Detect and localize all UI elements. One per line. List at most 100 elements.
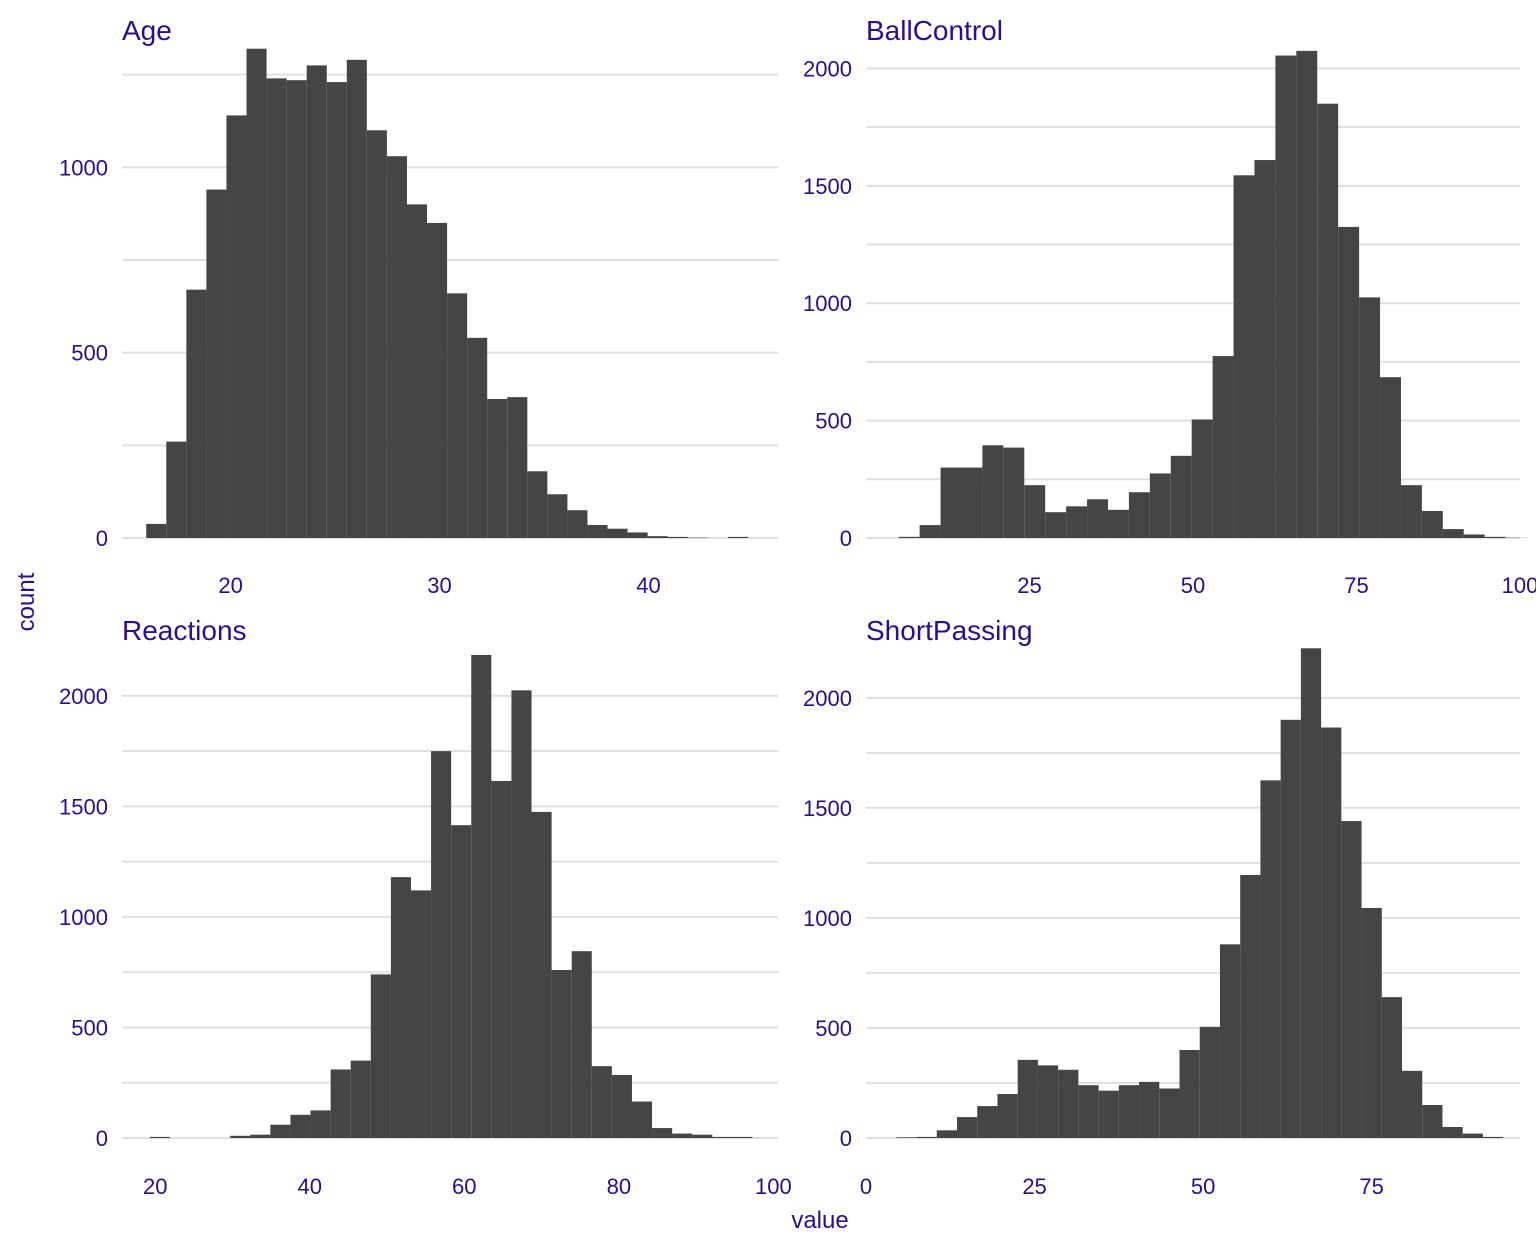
histogram-bar [507,397,528,538]
histogram-bar [997,1093,1018,1138]
histogram-bars [896,648,1504,1138]
histogram-bar [607,528,628,538]
x-tick-label: 40 [298,1174,322,1199]
histogram-bar [1421,511,1443,538]
histogram-bar [1219,944,1241,1138]
histogram-bar [1003,447,1025,538]
x-tick-label: 25 [1017,573,1041,598]
x-tick-label: 30 [427,573,451,598]
histogram-bar [166,441,187,538]
histogram-bar [1280,719,1301,1138]
histogram-bar [226,115,247,539]
histogram-bar [290,1114,311,1138]
histogram-bar [631,1101,653,1138]
histogram-bar [611,1074,632,1138]
x-tick-label: 80 [607,1174,631,1199]
histogram-bar [667,536,688,538]
facet-title: ShortPassing [866,615,1033,646]
histogram-bar [306,65,327,538]
y-tick-label: 500 [71,1015,108,1040]
x-tick-label: 25 [1022,1174,1046,1199]
histogram-bar [957,1117,978,1138]
y-tick-labels: 0 500 1000 [59,155,108,551]
histogram-bar [1233,175,1255,539]
histogram-bar [1107,509,1129,538]
facet-panel-shortpassing: 0 500 1000 1500 2000 0 25 50 75 ShortPassing [803,615,1520,1199]
histogram-bar [250,1134,271,1138]
histogram-bar [149,1136,170,1138]
histogram-bar [246,48,267,539]
histogram-bar [547,494,568,538]
facet-title: BallControl [866,15,1003,46]
histogram-bar [527,471,548,538]
histogram-bar [270,1124,291,1138]
x-axis-title: value [791,1207,848,1234]
histogram-bar [431,751,452,1138]
histogram-bar [919,525,941,538]
histogram-bars [898,50,1527,539]
histogram-bar [1260,780,1281,1138]
histogram-bar [571,951,592,1138]
histogram-bar [727,536,748,538]
y-tick-label: 500 [71,341,108,366]
y-tick-label: 0 [96,526,108,551]
histogram-bar [977,1106,998,1138]
histogram-bar [511,690,532,1138]
histogram-bar [936,1130,958,1138]
histogram-bar [1170,455,1192,538]
histogram-bar [451,825,472,1138]
histogram-bar [1212,356,1234,538]
histogram-bar [1128,492,1150,538]
histogram-bar [1098,1090,1119,1138]
histogram-bar [1045,512,1067,538]
histogram-bar [1359,297,1381,538]
histogram-bar [1482,1136,1504,1138]
histogram-bar [692,1134,713,1138]
histogram-bar [310,1110,331,1138]
histogram-bar [732,1136,753,1138]
y-tick-label: 1500 [803,174,852,199]
x-tick-label: 75 [1344,573,1368,598]
histogram-bar [1442,1127,1463,1138]
histogram-bar [487,399,508,538]
y-tick-label: 2000 [59,684,108,709]
histogram-bar [350,1060,371,1138]
y-tick-labels: 0 500 1000 1500 2000 [803,56,852,551]
x-tick-label: 20 [143,1174,167,1199]
y-tick-label: 1000 [803,291,852,316]
histogram-bar [1149,473,1171,538]
x-tick-label: 75 [1359,1174,1383,1199]
x-tick-label: 0 [860,1174,872,1199]
y-tick-label: 1500 [803,796,852,821]
histogram-bar [898,536,920,538]
histogram-bar [406,204,428,538]
histogram-bar [591,1066,612,1138]
x-tick-label: 40 [636,573,660,598]
y-tick-labels: 0 500 1000 1500 2000 [803,686,852,1151]
y-tick-label: 500 [815,409,852,434]
histogram-bar [1240,874,1261,1138]
histogram-bar [1317,103,1339,538]
histogram-bar [1191,419,1213,538]
histogram-bar [1341,821,1362,1138]
histogram-bar [1484,536,1506,538]
y-axis-title: count [13,572,40,631]
x-tick-label: 100 [755,1174,792,1199]
x-tick-labels: 20 40 60 80 100 [143,1174,792,1199]
histogram-bar [1058,1069,1079,1138]
histogram-bar [427,222,448,539]
histogram-bar [1024,485,1046,538]
histogram-bar [1296,50,1318,539]
histogram-bars [146,48,748,539]
histogram-bar [1179,1049,1200,1138]
histogram-bar [961,467,983,538]
histogram-bar [1275,55,1297,539]
histogram-bar [1463,534,1485,538]
x-tick-label: 100 [1502,573,1536,598]
histogram-bar [712,1136,733,1138]
histogram-bar [1087,499,1108,538]
histogram-bar [1066,506,1088,538]
y-tick-label: 2000 [803,56,852,81]
histogram-bar [1300,648,1322,1138]
histogram-bar [1361,908,1382,1138]
